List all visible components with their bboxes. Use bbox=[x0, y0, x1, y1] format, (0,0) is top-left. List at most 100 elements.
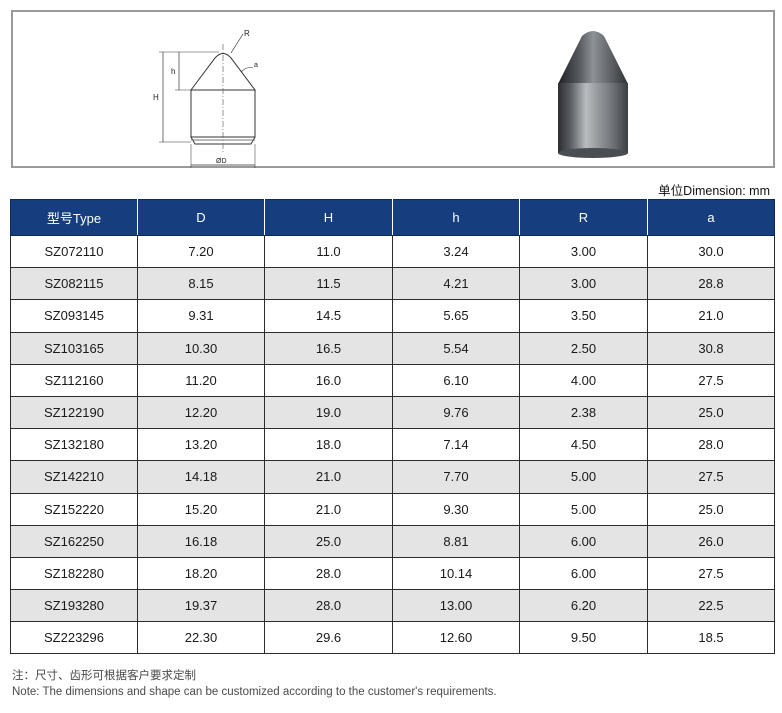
table-cell: 5.00 bbox=[519, 492, 648, 526]
table-cell: SZ093145 bbox=[10, 299, 138, 333]
table-cell: SZ132180 bbox=[10, 428, 138, 462]
table-cell: 9.76 bbox=[392, 395, 520, 430]
table-cell: 22.5 bbox=[647, 589, 775, 623]
table-cell: 14.18 bbox=[137, 460, 265, 494]
table-cell: 27.5 bbox=[647, 556, 775, 591]
table-row: SZ152220 15.20 21.0 9.30 5.00 25.0 bbox=[10, 492, 775, 526]
table-row: SZ193280 19.37 28.0 13.00 6.20 22.5 bbox=[10, 589, 775, 623]
table-cell: 16.18 bbox=[137, 524, 265, 558]
table-cell: 12.20 bbox=[137, 395, 265, 430]
table-cell: 13.00 bbox=[392, 589, 520, 623]
table-cell: 28.0 bbox=[264, 589, 393, 623]
table-cell: 5.54 bbox=[392, 331, 520, 365]
table-row: SZ072110 7.20 11.0 3.24 3.00 30.0 bbox=[10, 234, 775, 269]
table-cell: 6.00 bbox=[519, 524, 648, 558]
table-cell: 27.5 bbox=[647, 363, 775, 397]
table-cell: SZ162250 bbox=[10, 524, 138, 558]
table-cell: 16.0 bbox=[264, 363, 393, 397]
table-cell: SZ182280 bbox=[10, 556, 138, 591]
table-cell: 25.0 bbox=[647, 395, 775, 430]
table-cell: 10.30 bbox=[137, 331, 265, 365]
table-cell: 28.8 bbox=[647, 267, 775, 301]
table-cell: 11.5 bbox=[264, 267, 393, 301]
table-cell: 30.8 bbox=[647, 331, 775, 365]
table-cell: 28.0 bbox=[264, 556, 393, 591]
table-cell: 9.50 bbox=[519, 621, 648, 655]
drawing-label-D: ØD bbox=[216, 158, 227, 165]
table-cell: 11.0 bbox=[264, 234, 393, 269]
header-h: h bbox=[392, 199, 520, 236]
table-cell: 29.6 bbox=[264, 621, 393, 655]
header-H: H bbox=[264, 199, 393, 236]
table-cell: 22.30 bbox=[137, 621, 265, 655]
table-cell: 8.81 bbox=[392, 524, 520, 558]
table-cell: 3.50 bbox=[519, 299, 648, 333]
header-D: D bbox=[137, 199, 265, 236]
table-cell: 19.37 bbox=[137, 589, 265, 623]
note-english: Note: The dimensions and shape can be cu… bbox=[12, 686, 497, 698]
table-cell: 28.0 bbox=[647, 428, 775, 462]
table-row: SZ182280 18.20 28.0 10.14 6.00 27.5 bbox=[10, 556, 775, 591]
footnotes: 注：尺寸、齿形可根据客户要求定制 Note: The dimensions an… bbox=[12, 668, 497, 700]
table-cell: 3.24 bbox=[392, 234, 520, 269]
table-cell: 13.20 bbox=[137, 428, 265, 462]
table-cell: 7.70 bbox=[392, 460, 520, 494]
table-cell: 10.14 bbox=[392, 556, 520, 591]
note-chinese: 注：尺寸、齿形可根据客户要求定制 bbox=[12, 670, 196, 682]
table-cell: 4.21 bbox=[392, 267, 520, 301]
table-cell: 25.0 bbox=[647, 492, 775, 526]
unit-note: 单位Dimension: mm bbox=[658, 184, 770, 198]
table-cell: 11.20 bbox=[137, 363, 265, 397]
table-cell: 21.0 bbox=[264, 460, 393, 494]
header-R: R bbox=[519, 199, 648, 236]
table-row: SZ223296 22.30 29.6 12.60 9.50 18.5 bbox=[10, 621, 775, 655]
table-cell: 21.0 bbox=[647, 299, 775, 333]
drawing-label-H: H bbox=[153, 93, 159, 102]
table-row: SZ112160 11.20 16.0 6.10 4.00 27.5 bbox=[10, 363, 775, 397]
table-cell: 15.20 bbox=[137, 492, 265, 526]
drawing-label-R: R bbox=[244, 29, 250, 38]
table-cell: SZ072110 bbox=[10, 234, 138, 269]
table-cell: SZ112160 bbox=[10, 363, 138, 397]
table-cell: 9.30 bbox=[392, 492, 520, 526]
table-row: SZ082115 8.15 11.5 4.21 3.00 28.8 bbox=[10, 267, 775, 301]
table-cell: 27.5 bbox=[647, 460, 775, 494]
table-cell: 26.0 bbox=[647, 524, 775, 558]
table-row: SZ103165 10.30 16.5 5.54 2.50 30.8 bbox=[10, 331, 775, 365]
table-cell: 12.60 bbox=[392, 621, 520, 655]
table-cell: 9.31 bbox=[137, 299, 265, 333]
table-cell: 18.20 bbox=[137, 556, 265, 591]
table-cell: 18.5 bbox=[647, 621, 775, 655]
table-cell: 7.14 bbox=[392, 428, 520, 462]
table-cell: 6.20 bbox=[519, 589, 648, 623]
table-cell: SZ142210 bbox=[10, 460, 138, 494]
table-cell: 2.38 bbox=[519, 395, 648, 430]
table-cell: 8.15 bbox=[137, 267, 265, 301]
table-cell: 4.00 bbox=[519, 363, 648, 397]
table-cell: 3.00 bbox=[519, 267, 648, 301]
table-cell: 6.10 bbox=[392, 363, 520, 397]
table-header-row: 型号Type D H h R a bbox=[10, 199, 775, 236]
table-cell: 5.00 bbox=[519, 460, 648, 494]
drawing-label-h: h bbox=[171, 67, 175, 76]
table-cell: 25.0 bbox=[264, 524, 393, 558]
header-type: 型号Type bbox=[10, 199, 138, 236]
table-cell: SZ193280 bbox=[10, 589, 138, 623]
table-cell: SZ223296 bbox=[10, 621, 138, 655]
table-row: SZ162250 16.18 25.0 8.81 6.00 26.0 bbox=[10, 524, 775, 558]
header-a: a bbox=[647, 199, 775, 236]
table-row: SZ122190 12.20 19.0 9.76 2.38 25.0 bbox=[10, 395, 775, 430]
table-cell: 3.00 bbox=[519, 234, 648, 269]
product-figure: R a h H ØD bbox=[11, 10, 775, 168]
table-cell: SZ122190 bbox=[10, 395, 138, 430]
table-cell: SZ152220 bbox=[10, 492, 138, 526]
table-cell: 5.65 bbox=[392, 299, 520, 333]
table-cell: 16.5 bbox=[264, 331, 393, 365]
table-cell: 19.0 bbox=[264, 395, 393, 430]
dimension-table: 型号Type D H h R a SZ072110 7.20 11.0 3.24 3.0… bbox=[10, 199, 775, 655]
carbide-button-render bbox=[558, 31, 628, 158]
table-cell: 6.00 bbox=[519, 556, 648, 591]
table-cell: 2.50 bbox=[519, 331, 648, 365]
table-row: SZ093145 9.31 14.5 5.65 3.50 21.0 bbox=[10, 299, 775, 333]
drawing-label-a: a bbox=[254, 62, 258, 69]
